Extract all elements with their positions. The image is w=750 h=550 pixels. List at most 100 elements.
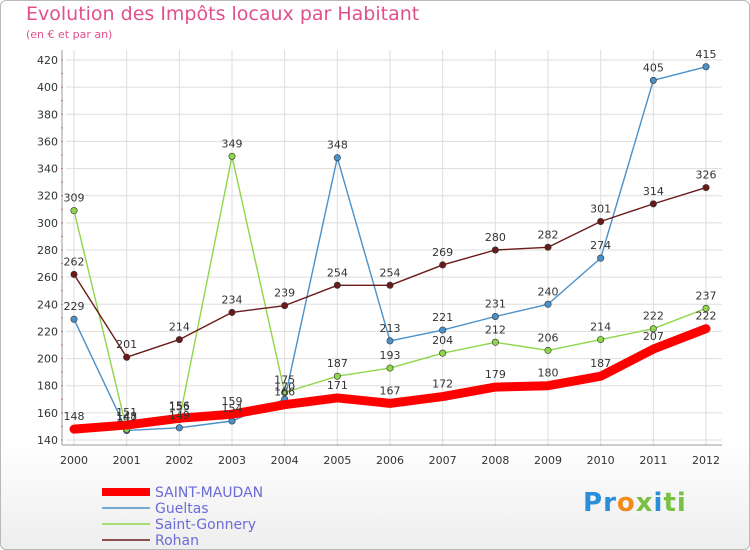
y-tick-label: 320 <box>37 190 58 203</box>
data-label: 149 <box>169 409 190 422</box>
series-line-saint-maudan <box>69 324 711 434</box>
data-label: 309 <box>64 192 85 205</box>
data-point-rohan <box>702 184 710 192</box>
data-label: 207 <box>643 330 664 343</box>
data-point-saint-gonnery <box>228 152 236 160</box>
data-point-saint-gonnery <box>70 207 78 215</box>
x-tick-label: 2011 <box>639 454 667 467</box>
proxiti-logo: Proxiti <box>583 488 687 518</box>
data-point-gueltas <box>439 326 447 334</box>
data-label: 239 <box>274 287 295 300</box>
data-label: 262 <box>64 255 85 268</box>
data-label: 282 <box>538 228 559 241</box>
data-point-rohan <box>597 218 605 226</box>
data-label: 206 <box>538 331 559 344</box>
x-tick-label: 2008 <box>481 454 509 467</box>
y-tick-label: 280 <box>37 244 58 257</box>
data-label: 147 <box>116 412 137 425</box>
legend-label: Rohan <box>155 533 199 549</box>
data-label: 237 <box>696 289 717 302</box>
data-label: 405 <box>643 61 664 74</box>
data-point-rohan <box>123 353 131 361</box>
data-point-saint-gonnery <box>491 338 499 346</box>
y-tick-label: 240 <box>37 298 58 311</box>
y-tick-label: 160 <box>37 407 58 420</box>
legend-label: SAINT-MAUDAN <box>155 485 263 501</box>
data-label: 148 <box>64 410 85 423</box>
data-point-gueltas <box>702 63 710 71</box>
x-tick-label: 2007 <box>429 454 457 467</box>
data-point-rohan <box>491 246 499 254</box>
data-point-saint-gonnery <box>333 372 341 380</box>
data-label: 348 <box>327 139 348 152</box>
data-point-gueltas <box>597 254 605 262</box>
data-label: 222 <box>696 310 717 323</box>
chart-subtitle: (en € et par an) <box>26 28 113 41</box>
data-label: 148 <box>116 410 137 423</box>
data-point-rohan <box>333 281 341 289</box>
data-point-saint-gonnery <box>597 336 605 344</box>
x-tick-label: 2005 <box>323 454 351 467</box>
data-label: 349 <box>222 137 243 150</box>
data-point-saint-gonnery <box>544 346 552 354</box>
data-point-gueltas <box>491 312 499 320</box>
y-tick-label: 420 <box>37 54 58 67</box>
data-point-gueltas <box>544 300 552 308</box>
y-tick-label: 380 <box>37 108 58 121</box>
data-label: 187 <box>590 357 611 370</box>
data-label: 213 <box>380 322 401 335</box>
data-label: 159 <box>222 395 243 408</box>
data-label: 180 <box>538 367 559 380</box>
x-tick-label: 2004 <box>271 454 299 467</box>
data-point-saint-gonnery <box>386 364 394 372</box>
data-point-rohan <box>649 200 657 208</box>
data-label: 222 <box>643 310 664 323</box>
data-label: 156 <box>169 399 190 412</box>
plot-area <box>62 50 722 445</box>
y-tick-label: 200 <box>37 353 58 366</box>
x-tick-label: 2001 <box>113 454 141 467</box>
y-tick-label: 260 <box>37 271 58 284</box>
chart-title: Evolution des Impôts locaux par Habitant <box>26 3 420 25</box>
data-label: 280 <box>485 231 506 244</box>
data-label: 326 <box>696 169 717 182</box>
y-tick-label: 340 <box>37 163 58 176</box>
x-tick-label: 2012 <box>692 454 720 467</box>
data-label: 212 <box>485 323 506 336</box>
data-label: 274 <box>590 239 611 252</box>
data-label: 240 <box>538 285 559 298</box>
data-label: 314 <box>643 185 664 198</box>
data-point-gueltas <box>333 154 341 162</box>
data-label: 204 <box>432 334 453 347</box>
x-tick-label: 2009 <box>534 454 562 467</box>
data-label: 166 <box>274 386 295 399</box>
data-point-gueltas <box>386 337 394 345</box>
data-point-saint-gonnery <box>281 388 289 396</box>
data-label: 172 <box>432 378 453 391</box>
y-tick-label: 300 <box>37 217 58 230</box>
x-tick-label: 2010 <box>587 454 615 467</box>
data-label: 254 <box>327 266 348 279</box>
data-point-saint-gonnery <box>439 349 447 357</box>
data-label: 154 <box>222 402 243 415</box>
data-label: 155 <box>169 401 190 414</box>
data-point-rohan <box>70 270 78 278</box>
data-label: 201 <box>116 338 137 351</box>
data-label: 193 <box>380 349 401 362</box>
data-label: 301 <box>590 203 611 216</box>
data-point-gueltas <box>175 424 183 432</box>
data-label: 170 <box>274 380 295 393</box>
data-point-rohan <box>281 302 289 310</box>
data-point-saint-gonnery <box>649 325 657 333</box>
y-tick-label: 400 <box>37 81 58 94</box>
data-point-saint-gonnery <box>702 304 710 312</box>
data-point-rohan <box>228 308 236 316</box>
data-label: 231 <box>485 298 506 311</box>
x-tick-label: 2002 <box>165 454 193 467</box>
data-label: 171 <box>327 379 348 392</box>
y-tick-label: 360 <box>37 135 58 148</box>
data-label: 214 <box>590 321 611 334</box>
data-point-gueltas <box>70 315 78 323</box>
data-point-rohan <box>386 281 394 289</box>
